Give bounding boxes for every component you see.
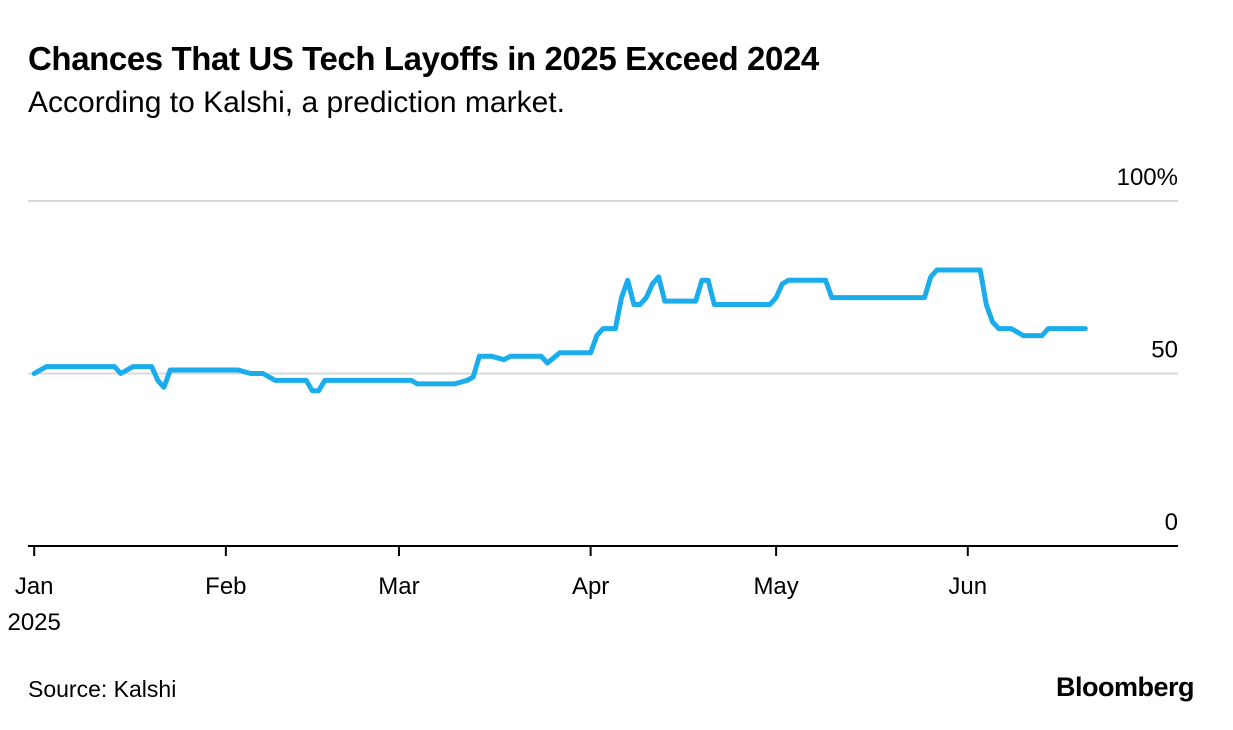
x-tick-label-may: May	[753, 573, 798, 600]
x-tick-label-jun: Jun	[948, 573, 987, 600]
x-tick-label-jan: Jan	[15, 573, 54, 600]
source-note: Source: Kalshi	[28, 676, 177, 702]
x-tick-label-feb: Feb	[205, 573, 246, 600]
chart-title: Chances That US Tech Layoffs in 2025 Exc…	[28, 40, 819, 77]
x-tick-label-mar: Mar	[378, 573, 419, 600]
y-tick-label-0: 0	[1165, 509, 1178, 536]
x-tick-label-apr: Apr	[572, 573, 609, 600]
series-line-0	[31, 267, 1088, 394]
y-tick-label-50: 50	[1151, 337, 1178, 364]
bloomberg-logo: Bloomberg	[1055, 672, 1195, 702]
chart-subtitle: According to Kalshi, a prediction market…	[28, 86, 565, 119]
y-tick-label-100: 100%	[1117, 164, 1178, 191]
x-tick-sublabel-year: 2025	[7, 609, 60, 636]
